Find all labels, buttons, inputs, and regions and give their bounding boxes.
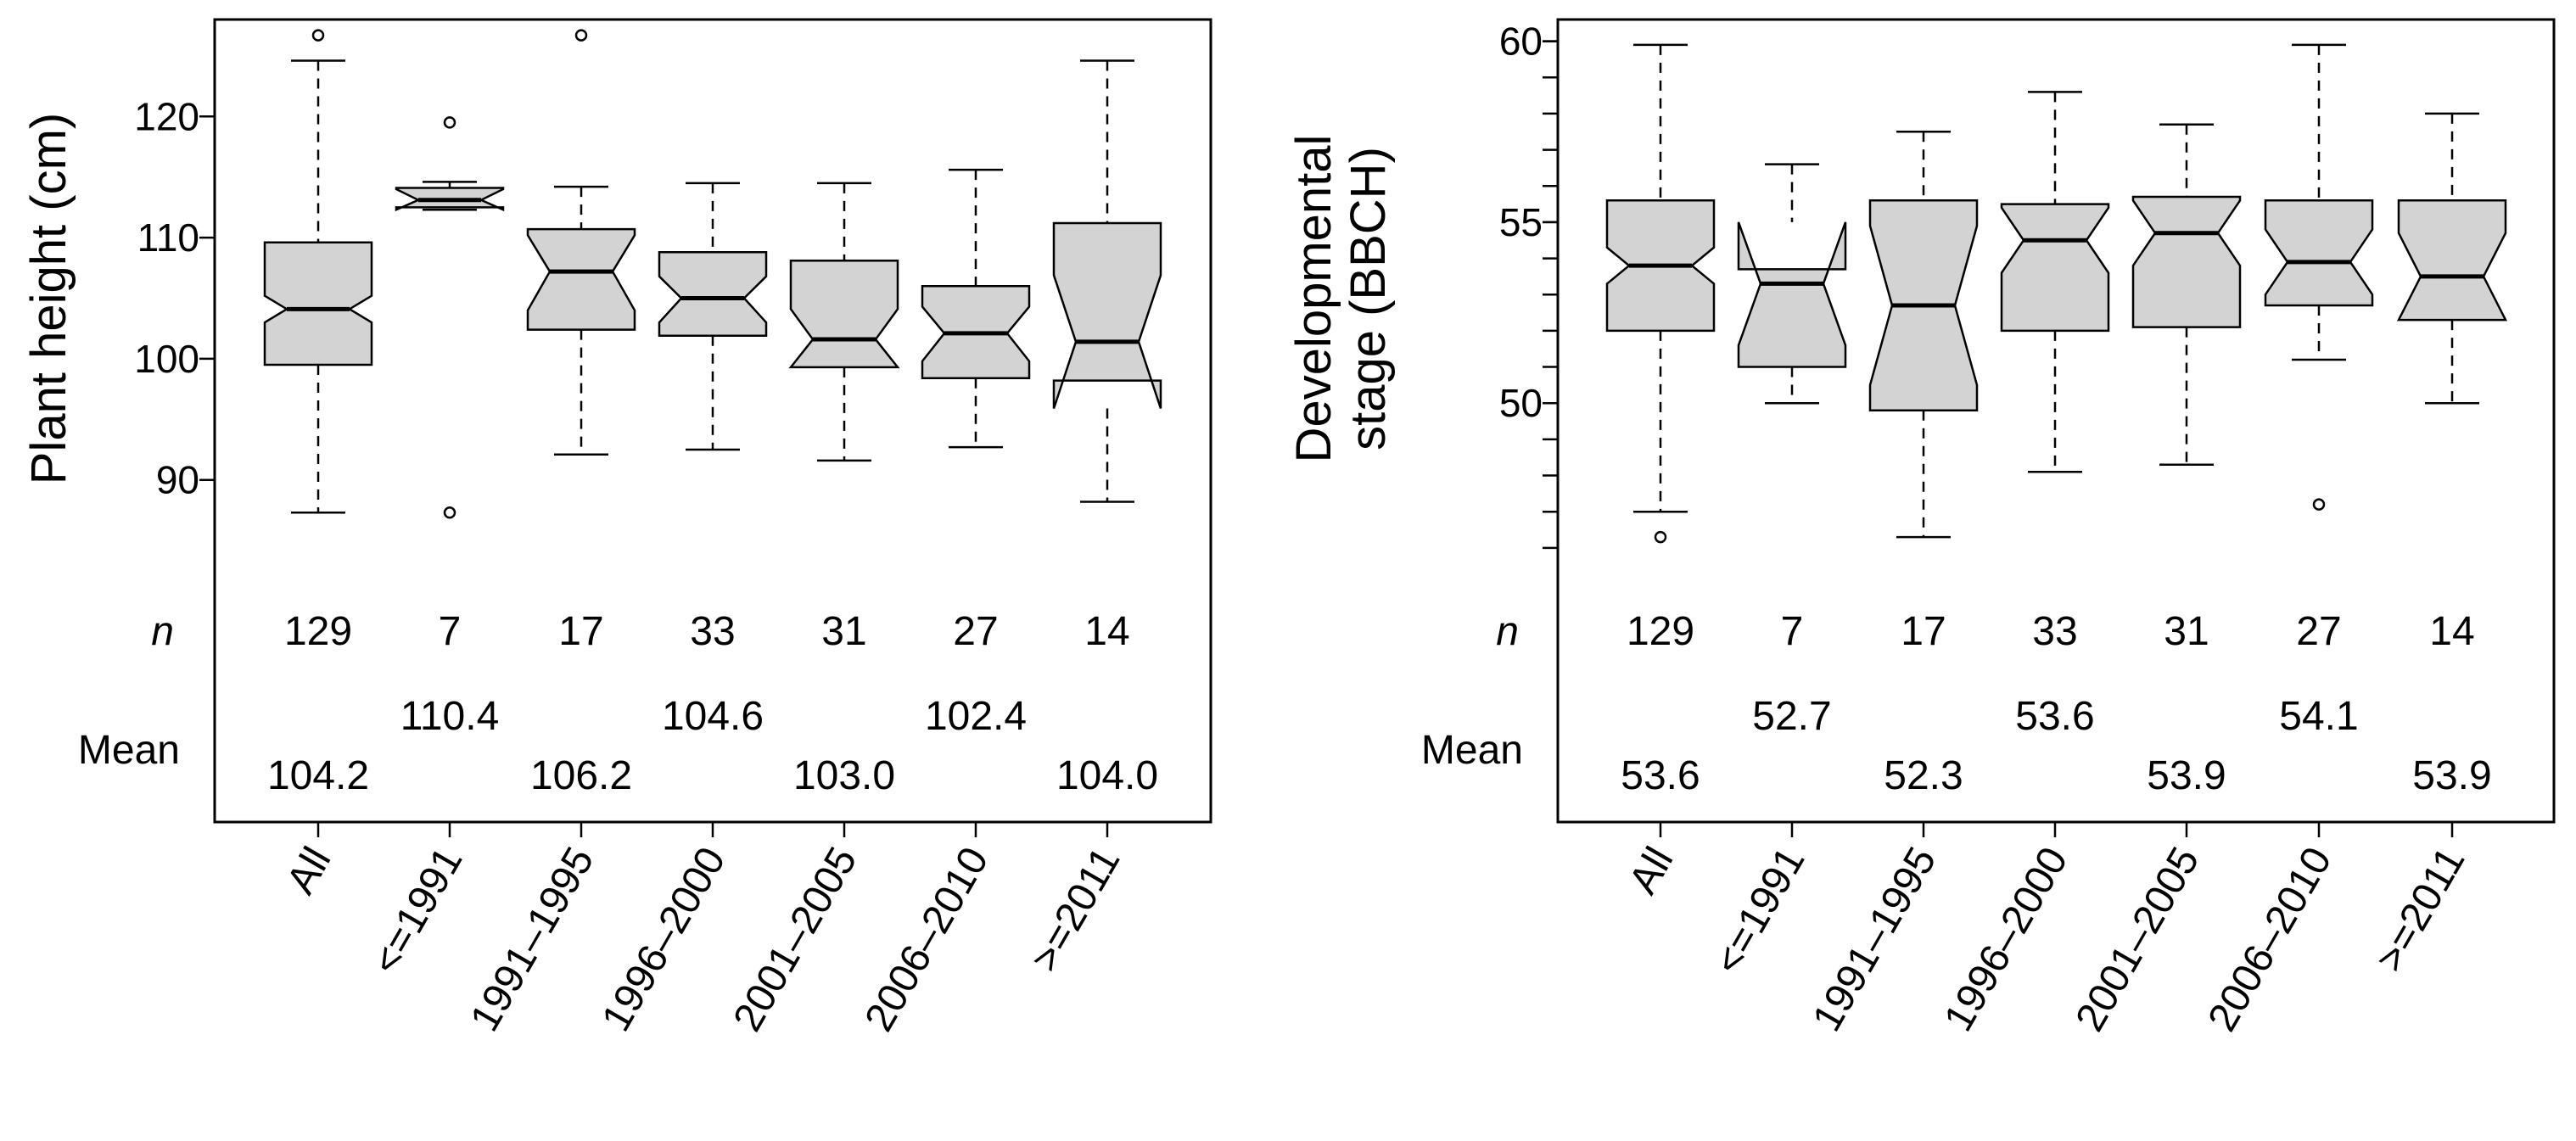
y-tick-label: 60 bbox=[1499, 20, 1543, 64]
y-axis-label-line: Developmental bbox=[1286, 135, 1341, 463]
mean-row-label: Mean bbox=[78, 728, 180, 773]
x-tick-label: 2006–2010 bbox=[2199, 840, 2340, 1039]
notched-box bbox=[2264, 199, 2374, 307]
outlier-point bbox=[443, 506, 456, 519]
y-tick-label: 90 bbox=[156, 458, 199, 502]
y-tick-label: 110 bbox=[137, 215, 199, 260]
n-value: 7 bbox=[439, 609, 462, 654]
mean-value: 52.3 bbox=[1884, 753, 1963, 798]
n-value: 7 bbox=[1781, 609, 1804, 654]
mean-value: 103.0 bbox=[793, 753, 895, 798]
n-value: 129 bbox=[1627, 609, 1694, 654]
x-tick-label: 2006–2010 bbox=[856, 840, 997, 1039]
notched-box bbox=[263, 241, 373, 366]
x-tick-label: 1996–2000 bbox=[1935, 840, 2076, 1039]
x-tick-label: <=1991 bbox=[363, 840, 471, 982]
notched-box bbox=[1052, 221, 1162, 409]
developmental-stage-panel: Developmentalstage (BBCH) 50 55 60 129 53.6 Al… bbox=[1286, 18, 2556, 1039]
n-value: 17 bbox=[1901, 609, 1946, 654]
n-value: 17 bbox=[558, 609, 603, 654]
x-tick-label: >=2011 bbox=[2367, 840, 2474, 979]
n-value: 27 bbox=[2296, 609, 2341, 654]
n-row-label: n bbox=[151, 609, 174, 654]
x-tick-label: 2001–2005 bbox=[725, 840, 865, 1039]
mean-value: 53.6 bbox=[2015, 694, 2094, 739]
y-tick-label: 100 bbox=[134, 337, 199, 381]
x-tick-label: All bbox=[278, 840, 340, 902]
y-axis-label: Plant height (cm) bbox=[21, 113, 76, 484]
n-value: 31 bbox=[2164, 609, 2209, 654]
y-tick-label: 55 bbox=[1499, 200, 1543, 244]
outlier-point bbox=[574, 29, 588, 42]
notched-box bbox=[2131, 195, 2242, 328]
y-tick-label: 120 bbox=[134, 94, 199, 138]
x-tick-label: <=1991 bbox=[1705, 840, 1813, 982]
mean-value: 104.2 bbox=[267, 753, 369, 798]
outlier-point bbox=[443, 116, 456, 129]
n-value: 33 bbox=[690, 609, 735, 654]
mean-value: 53.6 bbox=[1621, 753, 1700, 798]
notched-box bbox=[658, 250, 768, 338]
notched-box bbox=[788, 259, 900, 369]
x-tick-label: All bbox=[1621, 840, 1683, 902]
x-tick-label: 1991–1995 bbox=[462, 840, 602, 1039]
notched-box bbox=[2000, 203, 2110, 333]
notched-box bbox=[2396, 199, 2508, 322]
mean-row-label: Mean bbox=[1421, 728, 1523, 773]
n-value: 14 bbox=[1084, 609, 1129, 654]
plant-height-panel: Plant height (cm) 90 100 110 120 129 104.2 All 7… bbox=[21, 18, 1212, 1039]
n-value: 31 bbox=[821, 609, 866, 654]
n-value: 27 bbox=[953, 609, 998, 654]
n-row-label: n bbox=[1496, 609, 1519, 654]
x-tick-label: >=2011 bbox=[1022, 840, 1129, 979]
y-axis-label: Developmentalstage (BBCH) bbox=[1286, 135, 1396, 463]
n-value: 14 bbox=[2429, 609, 2474, 654]
mean-value: 102.4 bbox=[925, 694, 1027, 739]
mean-value: 106.2 bbox=[530, 753, 632, 798]
y-tick-label: 50 bbox=[1499, 381, 1543, 425]
outlier-point bbox=[311, 29, 325, 42]
n-value: 33 bbox=[2032, 609, 2077, 654]
x-tick-label: 2001–2005 bbox=[2067, 840, 2208, 1039]
n-value: 129 bbox=[284, 609, 352, 654]
mean-value: 53.9 bbox=[2147, 753, 2226, 798]
mean-value: 53.9 bbox=[2412, 753, 2491, 798]
mean-value: 110.4 bbox=[400, 694, 500, 739]
x-tick-label: 1991–1995 bbox=[1804, 840, 1945, 1039]
mean-value: 104.0 bbox=[1056, 753, 1158, 798]
notched-box bbox=[1737, 221, 1847, 368]
outlier-point bbox=[2312, 498, 2326, 511]
mean-value: 52.7 bbox=[1752, 694, 1831, 739]
mean-value: 54.1 bbox=[2279, 694, 2358, 739]
y-axis-label-line: stage (BBCH) bbox=[1341, 147, 1396, 450]
mean-value: 104.6 bbox=[662, 694, 764, 739]
outlier-point bbox=[1654, 530, 1667, 544]
x-tick-label: 1996–2000 bbox=[593, 840, 734, 1039]
notched-box bbox=[526, 227, 636, 331]
